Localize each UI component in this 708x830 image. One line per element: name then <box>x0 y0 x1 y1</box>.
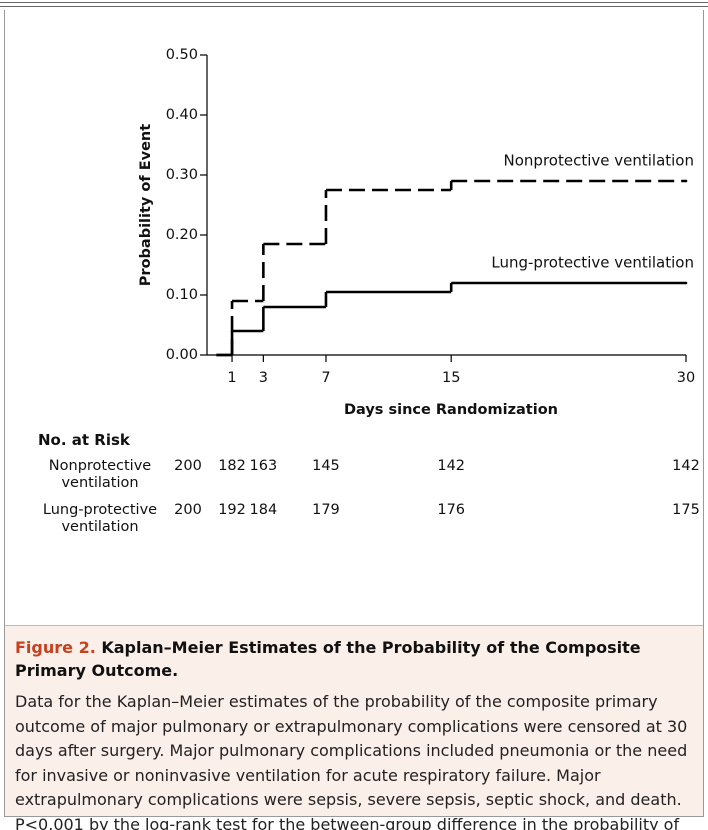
risk-count: 175 <box>672 502 700 518</box>
x-tick-label: 30 <box>677 370 695 386</box>
x-tick-label: 1 <box>227 370 236 386</box>
x-axis-label: Days since Randomization <box>344 402 558 418</box>
risk-count: 142 <box>672 458 700 474</box>
x-tick-label: 7 <box>321 370 330 386</box>
caption-text: Data for the Kaplan–Meier estimates of t… <box>15 692 688 830</box>
risk-count: 176 <box>437 502 466 518</box>
figure-title: Kaplan–Meier Estimates of the Probabilit… <box>15 638 641 680</box>
risk-count: 145 <box>312 458 340 474</box>
y-axis-label: Probability of Event <box>138 124 154 286</box>
x-tick-label: 3 <box>259 370 268 386</box>
risk-count: 184 <box>249 502 278 518</box>
risk-count: 182 <box>218 458 246 474</box>
y-tick-label: 0.00 <box>166 347 198 363</box>
top-rule <box>0 6 708 7</box>
y-tick-label: 0.10 <box>166 287 198 303</box>
risk-count: 200 <box>174 502 202 518</box>
y-tick-label: 0.50 <box>166 47 198 63</box>
risk-count: 163 <box>249 458 278 474</box>
caption-title: Figure 2. Kaplan–Meier Estimates of the … <box>15 636 693 682</box>
risk-row-label: Lung-protective ventilation <box>42 502 158 535</box>
risk-count: 142 <box>437 458 466 474</box>
y-tick-label: 0.20 <box>166 227 198 243</box>
risk-title: No. at Risk <box>38 431 130 449</box>
step-end <box>684 179 688 183</box>
caption: Figure 2. Kaplan–Meier Estimates of the … <box>5 625 703 830</box>
risk-count: 200 <box>174 458 202 474</box>
figure-frame <box>4 10 704 817</box>
y-tick-label: 0.40 <box>166 107 198 123</box>
top-rule <box>0 2 708 3</box>
x-tick-label: 15 <box>442 370 460 386</box>
risk-count: 179 <box>312 502 340 518</box>
risk-count: 192 <box>218 502 246 518</box>
series-label: Lung-protective ventilation <box>491 254 694 272</box>
risk-row-label: Nonprotective ventilation <box>48 458 152 491</box>
step-end <box>684 281 688 285</box>
chart: Probability of Event Days since Randomiz… <box>138 47 695 418</box>
series-label: Nonprotective ventilation <box>504 152 694 170</box>
figure-label: Figure 2. <box>15 638 96 657</box>
y-tick-label: 0.30 <box>166 167 198 183</box>
